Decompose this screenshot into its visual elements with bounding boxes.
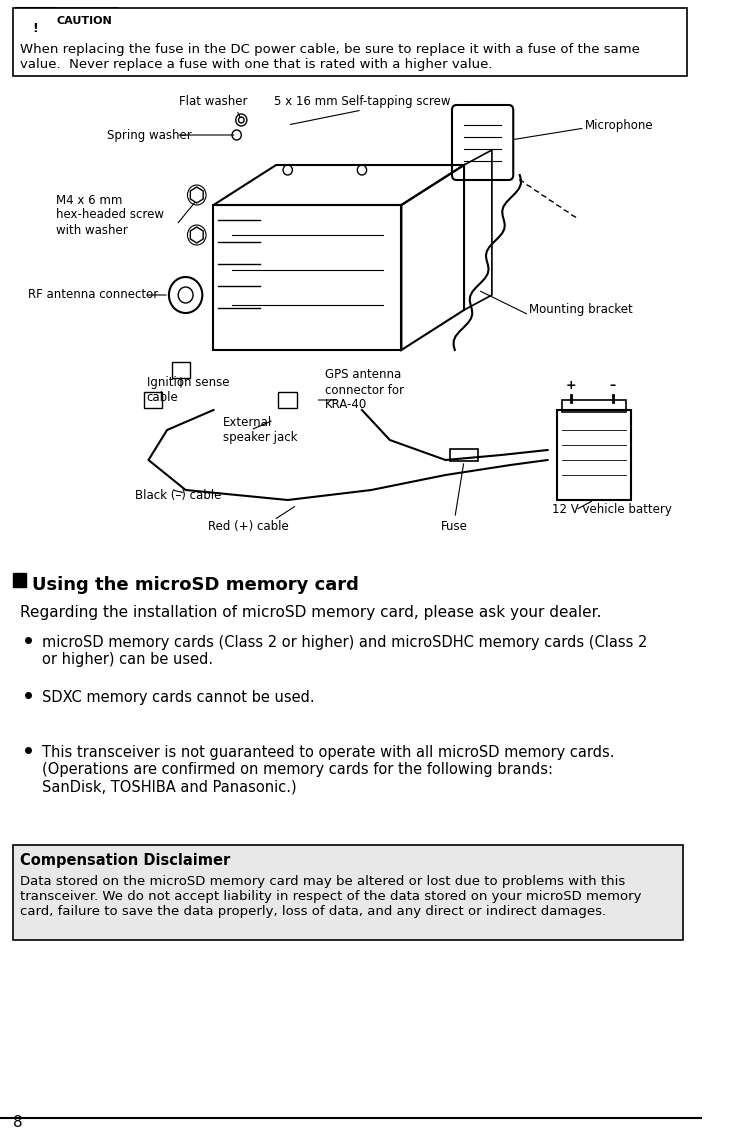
Text: Flat washer: Flat washer (179, 95, 248, 108)
FancyBboxPatch shape (51, 8, 118, 30)
Text: Using the microSD memory card: Using the microSD memory card (33, 576, 359, 594)
Text: SDXC memory cards cannot be used.: SDXC memory cards cannot be used. (42, 690, 314, 705)
Text: Regarding the installation of microSD memory card, please ask your dealer.: Regarding the installation of microSD me… (20, 605, 602, 620)
Text: !: ! (33, 22, 38, 34)
Text: 12 V vehicle battery: 12 V vehicle battery (552, 504, 672, 516)
Bar (450, 449, 478, 461)
Text: Data stored on the microSD memory card may be altered or lost due to problems wi: Data stored on the microSD memory card m… (20, 875, 642, 918)
Bar (278, 392, 297, 408)
Text: Fuse: Fuse (442, 520, 468, 533)
Bar (557, 410, 631, 500)
Text: microSD memory cards (Class 2 or higher) and microSDHC memory cards (Class 2
or : microSD memory cards (Class 2 or higher)… (42, 635, 647, 667)
Text: Mounting bracket: Mounting bracket (529, 304, 633, 316)
Text: 8: 8 (13, 1115, 23, 1129)
Text: Spring washer: Spring washer (107, 129, 191, 142)
Text: Ignition sense
cable: Ignition sense cable (147, 376, 229, 404)
Text: M4 x 6 mm
hex-headed screw
with washer: M4 x 6 mm hex-headed screw with washer (56, 193, 164, 236)
Text: GPS antenna
connector for
KRA-40: GPS antenna connector for KRA-40 (325, 369, 404, 411)
Text: CAUTION: CAUTION (57, 16, 113, 26)
Text: When replacing the fuse in the DC power cable, be sure to replace it with a fuse: When replacing the fuse in the DC power … (20, 43, 640, 56)
Text: External
speaker jack: External speaker jack (223, 416, 297, 444)
FancyBboxPatch shape (13, 845, 683, 940)
Text: This transceiver is not guaranteed to operate with all microSD memory cards.
(Op: This transceiver is not guaranteed to op… (42, 745, 615, 795)
Text: Black (–) cable: Black (–) cable (135, 489, 221, 501)
Text: value.  Never replace a fuse with one that is rated with a higher value.: value. Never replace a fuse with one tha… (20, 58, 493, 71)
FancyBboxPatch shape (13, 8, 686, 77)
Text: RF antenna connector: RF antenna connector (28, 289, 158, 301)
Text: 5 x 16 mm Self-tapping screw: 5 x 16 mm Self-tapping screw (274, 95, 451, 108)
Text: Microphone: Microphone (584, 119, 653, 131)
Bar (172, 362, 191, 378)
Text: Red (+) cable: Red (+) cable (209, 520, 289, 533)
Text: –: – (609, 379, 615, 392)
Text: Compensation Disclaimer: Compensation Disclaimer (20, 853, 231, 868)
Bar (144, 392, 163, 408)
Text: +: + (565, 379, 576, 392)
Bar (562, 400, 627, 412)
Bar (13, 573, 26, 587)
